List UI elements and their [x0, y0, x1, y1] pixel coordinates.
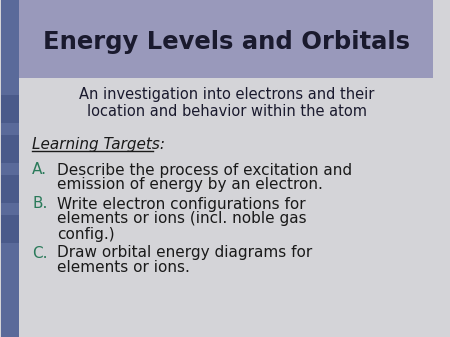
Text: emission of energy by an electron.: emission of energy by an electron.	[57, 178, 323, 192]
Text: Draw orbital energy diagrams for: Draw orbital energy diagrams for	[57, 245, 312, 261]
FancyBboxPatch shape	[1, 0, 18, 337]
FancyBboxPatch shape	[1, 0, 433, 78]
FancyBboxPatch shape	[1, 95, 18, 123]
Text: B.: B.	[32, 196, 47, 212]
Text: A.: A.	[32, 162, 47, 178]
Text: location and behavior within the atom: location and behavior within the atom	[87, 103, 367, 119]
Text: An investigation into electrons and their: An investigation into electrons and thei…	[79, 88, 374, 102]
Text: Energy Levels and Orbitals: Energy Levels and Orbitals	[43, 30, 410, 54]
Text: Learning Targets:: Learning Targets:	[32, 137, 165, 153]
Text: elements or ions.: elements or ions.	[57, 261, 190, 276]
Text: Write electron configurations for: Write electron configurations for	[57, 196, 306, 212]
Text: C.: C.	[32, 245, 48, 261]
Text: config.): config.)	[57, 226, 115, 242]
FancyBboxPatch shape	[1, 215, 18, 243]
FancyBboxPatch shape	[1, 175, 18, 203]
Text: Describe the process of excitation and: Describe the process of excitation and	[57, 162, 352, 178]
Text: elements or ions (incl. noble gas: elements or ions (incl. noble gas	[57, 212, 306, 226]
FancyBboxPatch shape	[1, 135, 18, 163]
